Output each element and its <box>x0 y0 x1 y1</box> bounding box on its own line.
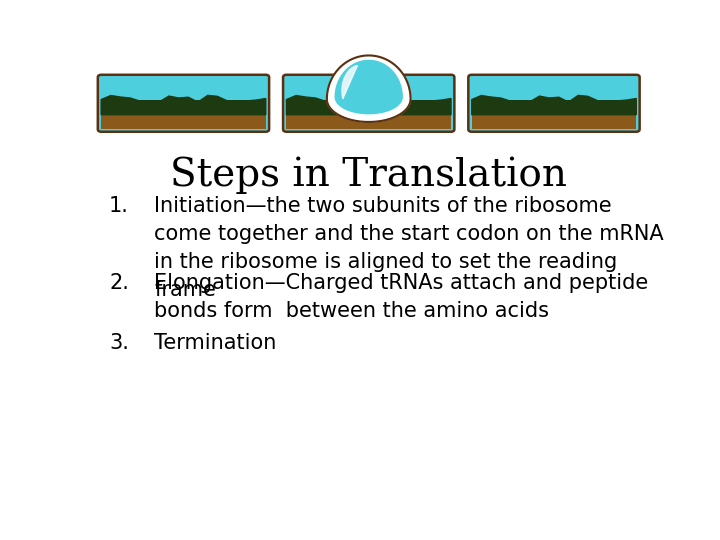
FancyBboxPatch shape <box>283 75 454 132</box>
Text: Elongation—Charged tRNAs attach and peptide
bonds form  between the amino acids: Elongation—Charged tRNAs attach and pept… <box>154 273 649 321</box>
Polygon shape <box>472 96 636 114</box>
Text: 3.: 3. <box>109 333 129 353</box>
Bar <box>101 113 266 129</box>
Polygon shape <box>101 96 266 114</box>
Polygon shape <box>327 56 410 122</box>
Bar <box>287 100 451 114</box>
Polygon shape <box>336 60 402 113</box>
Text: Steps in Translation: Steps in Translation <box>171 156 567 194</box>
Bar <box>472 113 636 129</box>
Text: Initiation—the two subunits of the ribosome
come together and the start codon on: Initiation—the two subunits of the ribos… <box>154 196 664 300</box>
Bar <box>472 100 636 114</box>
Text: 1.: 1. <box>109 196 129 216</box>
Bar <box>287 113 451 129</box>
Text: Termination: Termination <box>154 333 276 353</box>
Polygon shape <box>342 65 357 99</box>
Text: 2.: 2. <box>109 273 129 293</box>
FancyBboxPatch shape <box>468 75 639 132</box>
Polygon shape <box>287 96 451 114</box>
Bar <box>101 100 266 114</box>
FancyBboxPatch shape <box>98 75 269 132</box>
